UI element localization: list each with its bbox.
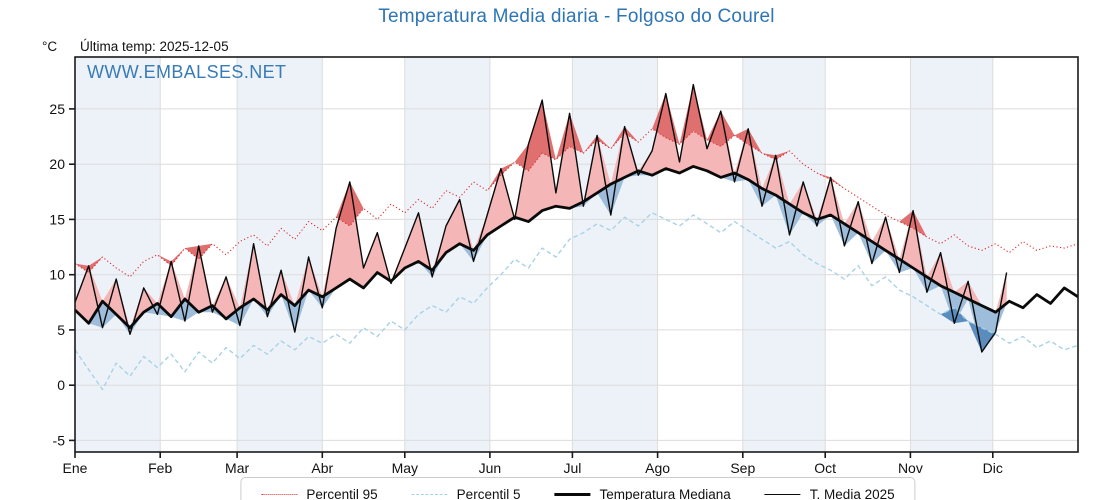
y-tick-label: 15 [49, 211, 65, 227]
legend-item: Temperatura Mediana [554, 487, 731, 500]
median-line [74, 165, 1079, 330]
x-tick-label: Ago [645, 460, 670, 476]
y-tick-label: 5 [57, 322, 65, 338]
x-tick-label: Sep [730, 460, 755, 476]
legend-swatch-dashed-lightblue [411, 494, 448, 495]
y-tick-label: 0 [57, 377, 65, 393]
fill-above-p95 [75, 84, 1007, 277]
x-tick-label: Jul [563, 460, 581, 476]
x-tick-label: Dic [983, 460, 1003, 476]
legend-label: Percentil 95 [306, 487, 378, 500]
x-tick-label: Oct [814, 460, 836, 476]
x-tick-label: Nov [898, 460, 923, 476]
legend-label: T. Media 2025 [809, 487, 895, 500]
chart-title: Temperatura Media diaria - Folgoso do Co… [378, 6, 775, 27]
x-tick-label: May [392, 460, 418, 476]
legend-item: Percentil 5 [411, 487, 521, 500]
legend-item: T. Media 2025 [764, 487, 895, 500]
x-tick-label: Mar [225, 460, 249, 476]
p5-line [74, 212, 1079, 391]
y-tick-label: 20 [49, 156, 65, 172]
t2025-line [74, 83, 1008, 353]
legend-swatch-dotted-red [261, 494, 298, 495]
fill-above-median [75, 84, 1007, 328]
y-tick-label: 10 [49, 267, 65, 283]
x-tick-label: Ene [63, 460, 88, 476]
legend-label: Percentil 5 [456, 487, 521, 500]
x-tick-label: Jun [479, 460, 502, 476]
x-tick-label: Feb [148, 460, 172, 476]
plot-stripes [75, 57, 993, 452]
chart-legend: Percentil 95 Percentil 5 Temperatura Media… [240, 477, 916, 500]
x-tick-label: Abr [311, 460, 333, 476]
legend-swatch-thin-black [764, 493, 801, 496]
y-axis-unit-label: °C [42, 39, 58, 54]
plot-frame [74, 56, 1079, 453]
y-tick-labels: -5 0 5 10 15 20 25 [49, 101, 66, 448]
legend-label: Temperatura Mediana [599, 487, 731, 500]
p95-line [74, 128, 1079, 278]
y-tick-label: -5 [53, 432, 66, 448]
watermark-text: WWW.EMBALSES.NET [87, 62, 287, 82]
y-axis [69, 108, 75, 442]
x-tick-labels: Ene Feb Mar Abr May Jun Jul Ago Sep Oct Nov Dic [63, 460, 1003, 476]
y-tick-label: 25 [49, 101, 65, 117]
legend-swatch-thick-black [554, 493, 591, 496]
x-axis [74, 452, 994, 458]
legend-item: Percentil 95 [261, 487, 378, 500]
last-temp-label: Última temp: 2025-12-05 [80, 39, 229, 54]
